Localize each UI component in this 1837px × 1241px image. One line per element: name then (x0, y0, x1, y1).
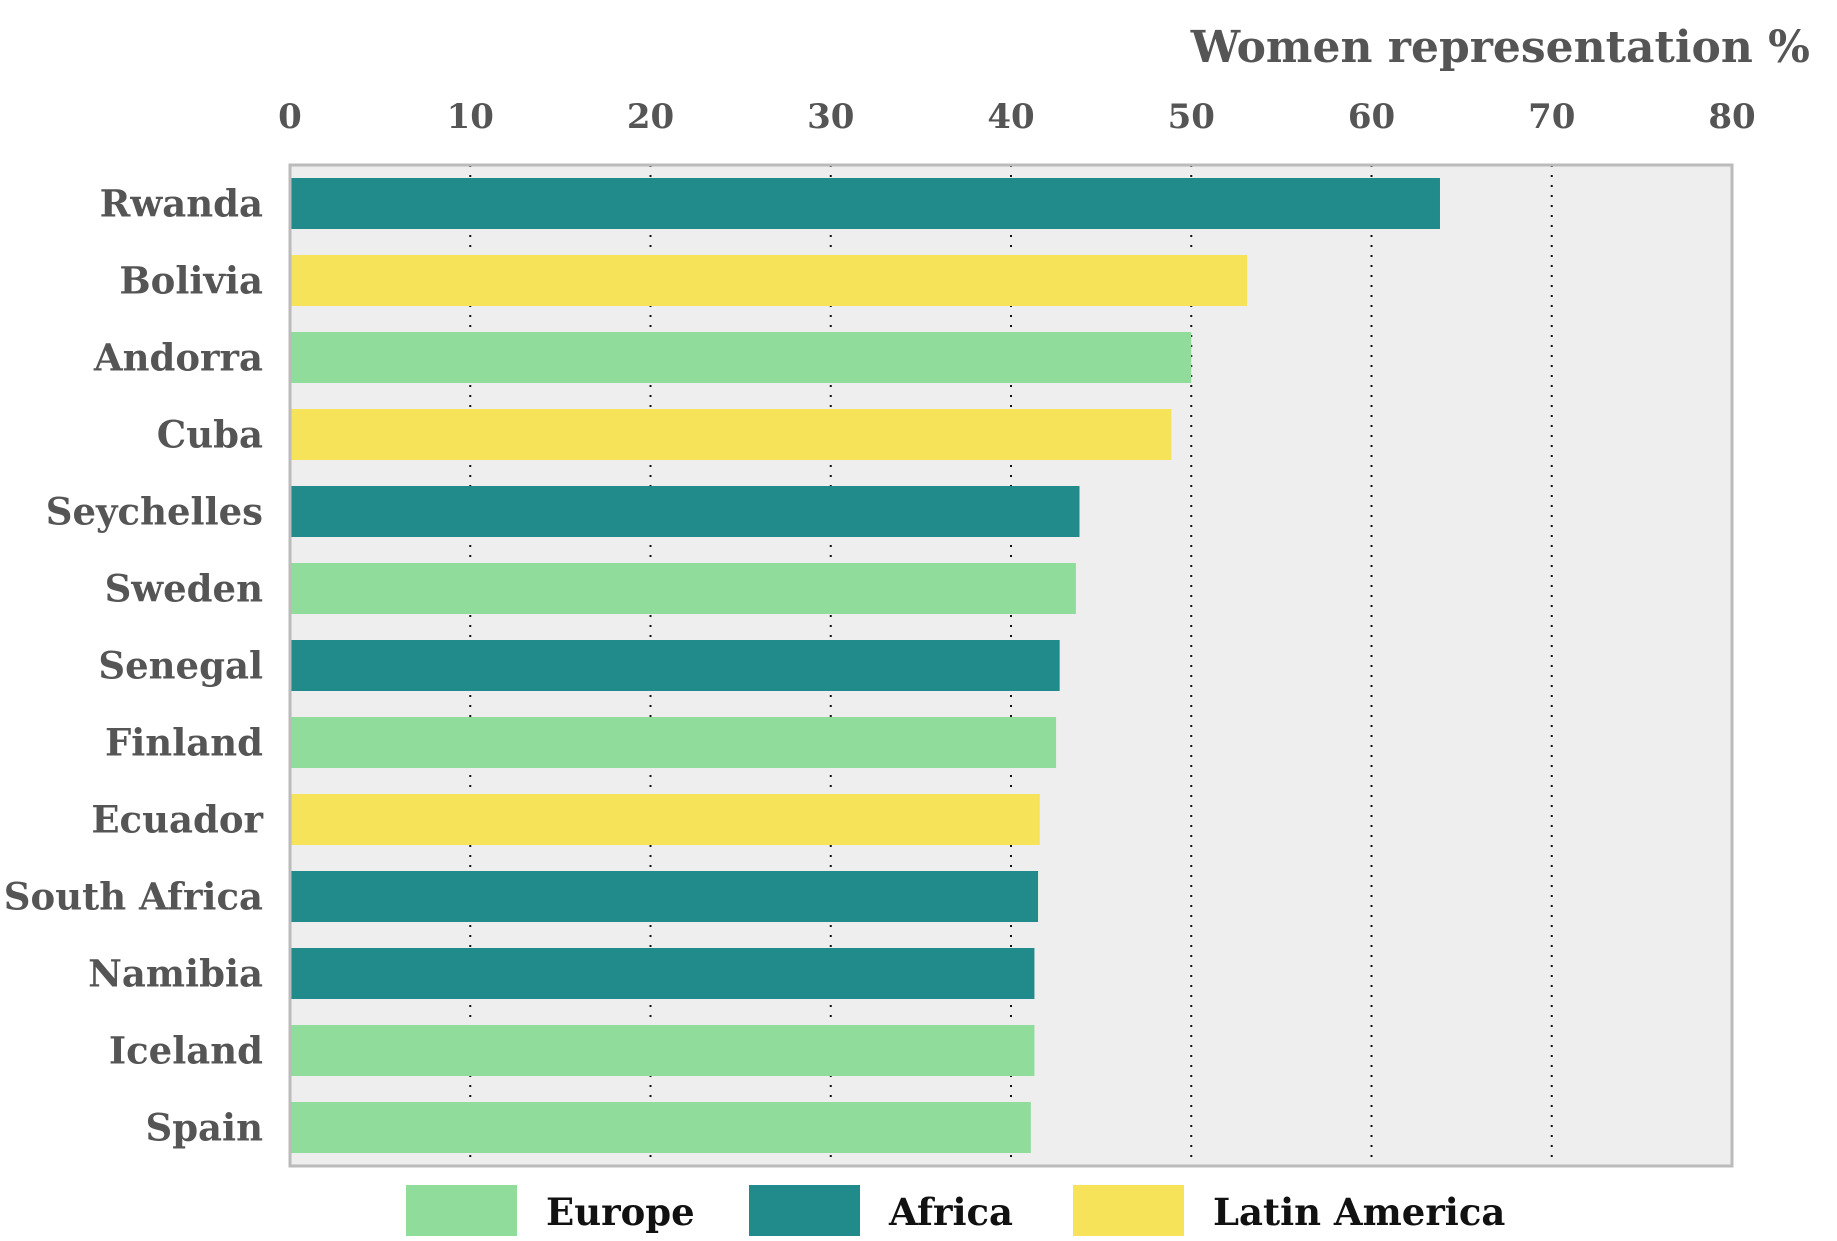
bar-spain (290, 1102, 1031, 1153)
y-category-label: South Africa (4, 875, 263, 919)
bar-bolivia (290, 255, 1248, 306)
y-category-label: Sweden (105, 567, 264, 611)
x-tick-label: 0 (278, 97, 302, 137)
bar-sweden (290, 563, 1076, 614)
y-category-label: Andorra (93, 336, 263, 380)
x-tick-label: 30 (807, 97, 854, 137)
legend-label: Africa (888, 1190, 1013, 1234)
x-axis-ticks: 0 10 20 30 40 50 60 70 80 (278, 97, 1756, 137)
x-tick-label: 50 (1168, 97, 1215, 137)
x-tick-label: 10 (447, 97, 494, 137)
x-tick-label: 40 (987, 97, 1034, 137)
legend-label: Europe (546, 1190, 695, 1234)
bar-iceland (290, 1025, 1035, 1076)
x-tick-label: 80 (1708, 97, 1755, 137)
bar-senegal (290, 640, 1060, 691)
y-category-label: Ecuador (91, 798, 263, 842)
y-category-label: Bolivia (119, 259, 263, 303)
bar-south-africa (290, 871, 1039, 922)
y-category-label: Seychelles (46, 490, 263, 534)
y-category-label: Namibia (88, 952, 263, 996)
bar-ecuador (290, 794, 1040, 845)
y-category-label: Finland (105, 721, 263, 765)
bar-seychelles (290, 486, 1080, 537)
plot-frame (288, 163, 1734, 1168)
bars (290, 178, 1440, 1153)
y-category-label: Spain (145, 1106, 263, 1150)
bar-namibia (290, 948, 1035, 999)
y-category-label: Iceland (109, 1029, 263, 1073)
x-tick-label: 20 (627, 97, 674, 137)
legend-swatch-europe (406, 1185, 517, 1236)
x-axis-title: Women representation % (1190, 22, 1810, 73)
x-tick-label: 60 (1348, 97, 1395, 137)
bar-rwanda (290, 178, 1440, 229)
y-category-label: Cuba (157, 413, 263, 457)
bar-cuba (290, 409, 1172, 460)
legend: Europe Africa Latin America (406, 1185, 1505, 1236)
legend-swatch-africa (749, 1185, 860, 1236)
y-axis-labels: Rwanda Bolivia Andorra Cuba Seychelles Sweden… (4, 182, 264, 1150)
legend-swatch-latin-america (1073, 1185, 1184, 1236)
y-category-label: Senegal (98, 644, 263, 688)
x-tick-label: 70 (1528, 97, 1575, 137)
bar-andorra (290, 332, 1192, 383)
legend-label: Latin America (1213, 1190, 1505, 1234)
y-category-label: Rwanda (100, 182, 263, 226)
bar-finland (290, 717, 1057, 768)
